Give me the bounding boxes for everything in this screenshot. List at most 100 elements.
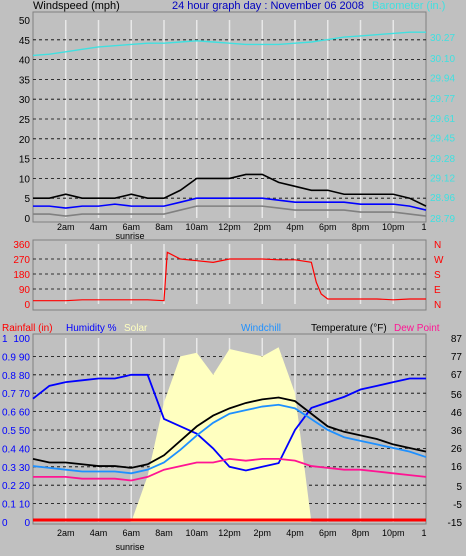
temp-y-tick: 56	[451, 390, 463, 401]
humidity-y-tick: 40	[19, 444, 31, 455]
wind-y-tick: 5	[24, 194, 30, 205]
baro-y-tick: 29.28	[430, 154, 455, 165]
wind-y-tick: 25	[19, 115, 31, 126]
direction-y-tick: 360	[13, 240, 30, 251]
x-tick-label: 2am	[57, 222, 75, 232]
direction-y-tick: 90	[19, 285, 31, 296]
barometer-line	[32, 31, 426, 57]
sunrise-label-top: sunrise	[115, 231, 144, 241]
baro-y-tick: 29.94	[430, 73, 455, 84]
windchill-line	[32, 403, 427, 475]
rain-y-tick: 0.9	[2, 352, 16, 363]
humidity-y-tick: 80	[19, 371, 31, 382]
x-tick-label: 6pm	[319, 222, 337, 232]
x-tick-label: 8pm	[352, 222, 370, 232]
humidity-legend: Humidity %	[66, 323, 117, 334]
humidity-y-tick: 20	[19, 481, 31, 492]
x-tick-label: 1	[421, 528, 426, 538]
rain-y-tick: 0.1	[2, 500, 16, 511]
humidity-y-tick: 100	[13, 334, 30, 345]
wind-y-tick: 30	[19, 95, 31, 106]
baro-y-tick: 28.79	[430, 214, 455, 225]
humidity-y-tick: 50	[19, 426, 31, 437]
x-tick-label: 1	[421, 222, 426, 232]
x-tick-label: 12pm	[218, 528, 241, 538]
humidity-y-tick: 30	[19, 463, 31, 474]
x-tick-label: 4pm	[286, 222, 304, 232]
temperature-legend: Temperature (°F)	[311, 323, 387, 334]
rain-y-tick: 0.6	[2, 408, 16, 419]
temp-y-tick: 26	[451, 444, 463, 455]
sunrise-label-bottom: sunrise	[115, 542, 144, 552]
temp-y-tick: 46	[451, 408, 463, 419]
temp-y-tick: 87	[451, 334, 463, 345]
solar-legend: Solar	[124, 323, 148, 334]
temp-y-tick: 67	[451, 370, 463, 381]
chart-title: 24 hour graph day : November 06 2008	[172, 0, 364, 12]
x-tick-label: 10am	[185, 528, 208, 538]
dew_point-line	[33, 457, 427, 482]
baro-y-tick: 29.61	[430, 114, 455, 125]
x-tick-label: 6am	[122, 528, 140, 538]
temp-y-tick: 16	[451, 462, 463, 473]
x-tick-label: 8am	[155, 222, 173, 232]
x-tick-label: 2am	[57, 528, 75, 538]
temp-y-tick: -15	[448, 518, 463, 529]
x-tick-label: 10pm	[382, 222, 405, 232]
wind-y-tick: 50	[19, 16, 31, 27]
x-tick-label: 10pm	[382, 528, 405, 538]
rain-y-tick: 0.7	[2, 389, 16, 400]
compass-tick: W	[434, 255, 444, 266]
wind-y-tick: 35	[19, 75, 31, 86]
x-tick-label: 4am	[90, 222, 108, 232]
wind-y-tick: 0	[24, 214, 30, 225]
wind-y-tick: 10	[19, 174, 31, 185]
wind-y-tick: 15	[19, 155, 31, 166]
temp-y-tick: -5	[453, 500, 462, 511]
baro-y-tick: 29.12	[430, 174, 455, 185]
baro-y-tick: 29.45	[430, 133, 455, 144]
wind_min-line	[33, 205, 427, 217]
rainfall-legend: Rainfall (in)	[2, 323, 53, 334]
temp-y-tick: 5	[456, 482, 462, 493]
x-tick-label: 8am	[155, 528, 173, 538]
x-tick-label: 4pm	[286, 528, 304, 538]
temp-y-tick: 77	[451, 352, 463, 363]
solar-area	[33, 347, 426, 522]
compass-tick: N	[434, 240, 441, 251]
rain-y-tick: 1	[2, 334, 8, 345]
wind_avg-line	[33, 197, 427, 211]
humidity-y-tick: 60	[19, 408, 31, 419]
x-tick-label: 6pm	[319, 528, 337, 538]
barometer-axis-label: Barometer (in.)	[372, 0, 445, 12]
x-tick-label: 4am	[90, 528, 108, 538]
compass-tick: E	[434, 285, 441, 296]
temp-y-tick: 36	[451, 426, 463, 437]
direction-y-tick: 180	[13, 270, 30, 281]
x-tick-label: 2pm	[253, 222, 271, 232]
humidity-line	[32, 373, 426, 472]
dewpoint-legend: Dew Point	[394, 323, 440, 334]
direction-y-tick: 270	[13, 255, 30, 266]
rain-y-tick: 0.2	[2, 481, 16, 492]
x-tick-label: 8pm	[352, 528, 370, 538]
rain-y-tick: 0	[2, 518, 8, 529]
x-tick-label: 12pm	[218, 222, 241, 232]
baro-y-tick: 29.77	[430, 94, 455, 105]
wind-y-tick: 20	[19, 135, 31, 146]
temperature-line	[32, 396, 427, 469]
compass-tick: S	[434, 270, 441, 281]
humidity-y-tick: 70	[19, 389, 31, 400]
rain-y-tick: 0.3	[2, 463, 16, 474]
windchill-legend: Windchill	[241, 323, 281, 334]
baro-y-tick: 28.96	[430, 193, 455, 204]
direction-y-tick: 0	[24, 300, 30, 311]
rain-y-tick: 0.8	[2, 371, 16, 382]
humidity-y-tick: 90	[19, 352, 31, 363]
rain-y-tick: 0.5	[2, 426, 16, 437]
rain-y-tick: 0.4	[2, 444, 16, 455]
wind_gust-line	[33, 173, 427, 207]
windspeed-axis-label: Windspeed (mph)	[33, 0, 120, 12]
wind_direction-line	[33, 251, 426, 302]
